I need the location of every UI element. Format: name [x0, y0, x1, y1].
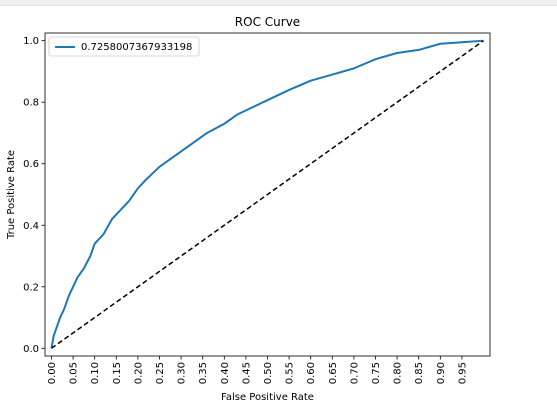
- x-tick-label: 0.10: [90, 362, 101, 384]
- y-tick-label: 0.0: [23, 344, 39, 355]
- y-tick-label: 0.4: [23, 221, 39, 232]
- x-axis-ticks: 0.00 0.05 0.10 0.15 0.20 0.25 0.30 0.35 0.40 0.45…: [47, 356, 468, 384]
- x-tick-label: 0.35: [198, 362, 209, 384]
- lines-layer: [50, 39, 484, 349]
- legend: 0.7258007367933198: [48, 36, 200, 57]
- y-tick-label: 0.6: [23, 159, 39, 170]
- x-tick-label: 0.55: [285, 362, 296, 384]
- legend-entry-label: 0.7258007367933198: [81, 42, 192, 53]
- x-tick-label: 0.65: [328, 362, 339, 384]
- x-tick-label: 0.75: [371, 362, 382, 384]
- x-tick-label: 0.40: [220, 362, 231, 384]
- x-axis-label: False Positive Rate: [221, 392, 314, 401]
- x-tick-label: 0.45: [241, 362, 252, 384]
- x-tick-label: 0.85: [414, 362, 425, 384]
- y-tick-label: 1.0: [23, 36, 39, 47]
- x-tick-label: 0.80: [393, 362, 404, 384]
- y-axis-ticks: 0.0 0.2 0.4 0.6 0.8 1.0: [23, 36, 45, 355]
- y-tick-label: 0.8: [23, 98, 39, 109]
- series-line-1: [51, 40, 484, 349]
- x-tick-label: 0.30: [177, 362, 188, 384]
- x-tick-label: 0.60: [306, 362, 317, 384]
- series-line-0: [50, 39, 484, 349]
- x-tick-label: 0.70: [349, 362, 360, 384]
- x-tick-label: 0.20: [133, 362, 144, 384]
- x-tick-label: 0.50: [263, 362, 274, 384]
- x-tick-label: 0.05: [69, 362, 80, 384]
- x-tick-label: 0.15: [112, 362, 123, 384]
- window-top-strip: [0, 0, 557, 6]
- x-tick-label: 0.90: [436, 362, 447, 384]
- x-tick-label: 0.25: [155, 362, 166, 384]
- y-tick-label: 0.2: [23, 282, 39, 293]
- chart-title: ROC Curve: [235, 15, 300, 29]
- y-axis-label: True Positive Rate: [6, 150, 17, 240]
- legend-box: [48, 36, 200, 57]
- x-tick-label: 0.95: [457, 362, 468, 384]
- x-tick-label: 0.00: [47, 362, 58, 384]
